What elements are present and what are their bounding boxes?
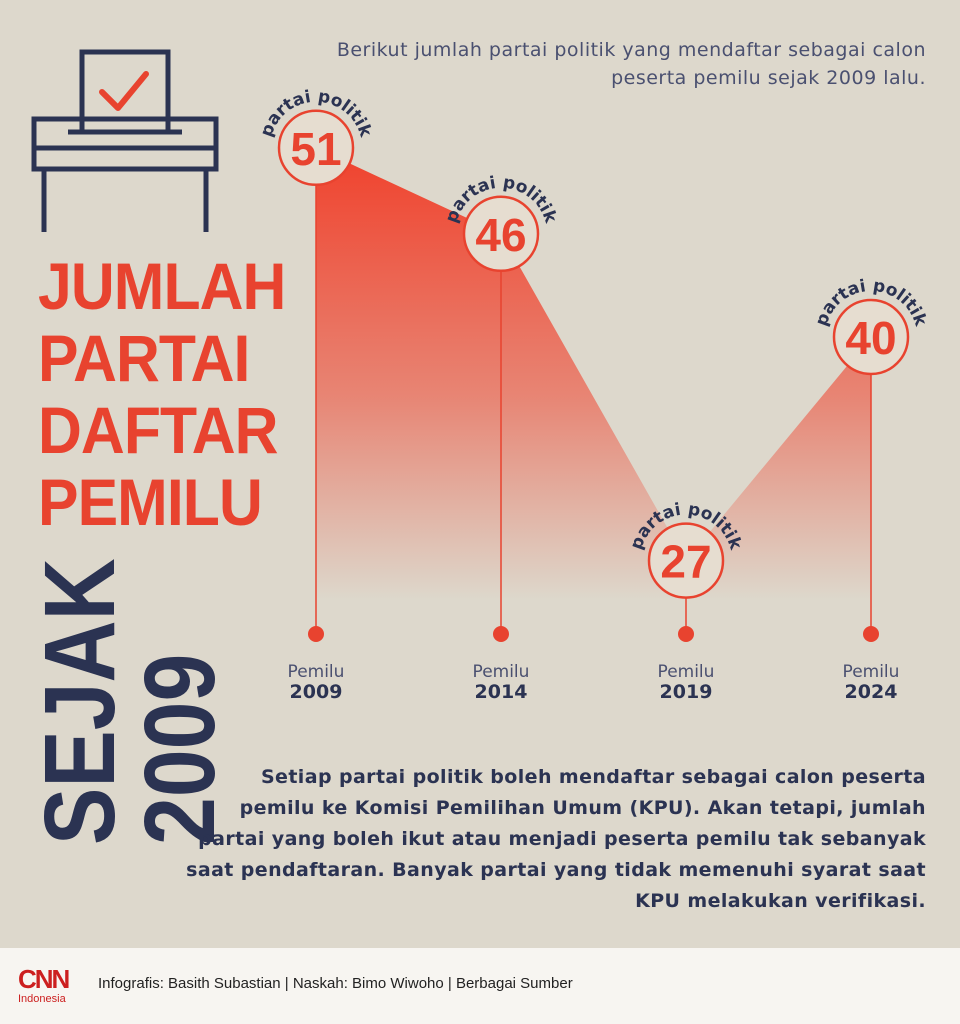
base-marker xyxy=(678,626,694,642)
ballot-box-icon xyxy=(31,49,219,232)
cnn-indonesia-logo: CNN Indonesia xyxy=(18,966,78,1010)
tick-label: 2014 xyxy=(475,681,528,703)
data-label: 27 xyxy=(660,536,711,588)
data-label: 51 xyxy=(290,123,341,175)
subtitle: Berikut jumlah partai politik yang menda… xyxy=(336,39,926,89)
value-marker xyxy=(462,195,540,273)
base-marker xyxy=(493,626,509,642)
data-label: 40 xyxy=(845,312,896,364)
tick-label-prefix: Pemilu xyxy=(843,662,900,682)
description-text: Setiap partai politik boleh mendaftar se… xyxy=(186,766,926,912)
base-marker xyxy=(308,626,324,642)
logo-mark: CNN xyxy=(18,964,70,994)
title-line: PEMILU xyxy=(38,465,263,539)
page-title: JUMLAH PARTAI DAFTAR PEMILU xyxy=(38,249,286,539)
logo-subtext: Indonesia xyxy=(18,993,66,1005)
tick-label: 2019 xyxy=(660,681,713,703)
value-marker xyxy=(832,298,910,376)
data-label: 46 xyxy=(475,209,526,261)
tick-label: 2024 xyxy=(845,681,898,703)
value-marker xyxy=(647,522,725,599)
footer: CNN Indonesia Infografis: Basith Subasti… xyxy=(0,948,960,1024)
title-line: DAFTAR xyxy=(38,393,278,467)
tick-label-prefix: Pemilu xyxy=(288,662,345,682)
area-fill xyxy=(316,147,871,601)
base-marker xyxy=(863,626,879,642)
tick-label-prefix: Pemilu xyxy=(658,662,715,682)
tick-label: 2009 xyxy=(290,681,343,703)
title-line: PARTAI xyxy=(38,321,250,395)
tick-label-prefix: Pemilu xyxy=(473,662,530,682)
value-marker xyxy=(277,109,355,187)
title-line: JUMLAH xyxy=(38,249,286,323)
credits-text: Infografis: Basith Subastian | Naskah: B… xyxy=(98,975,573,992)
